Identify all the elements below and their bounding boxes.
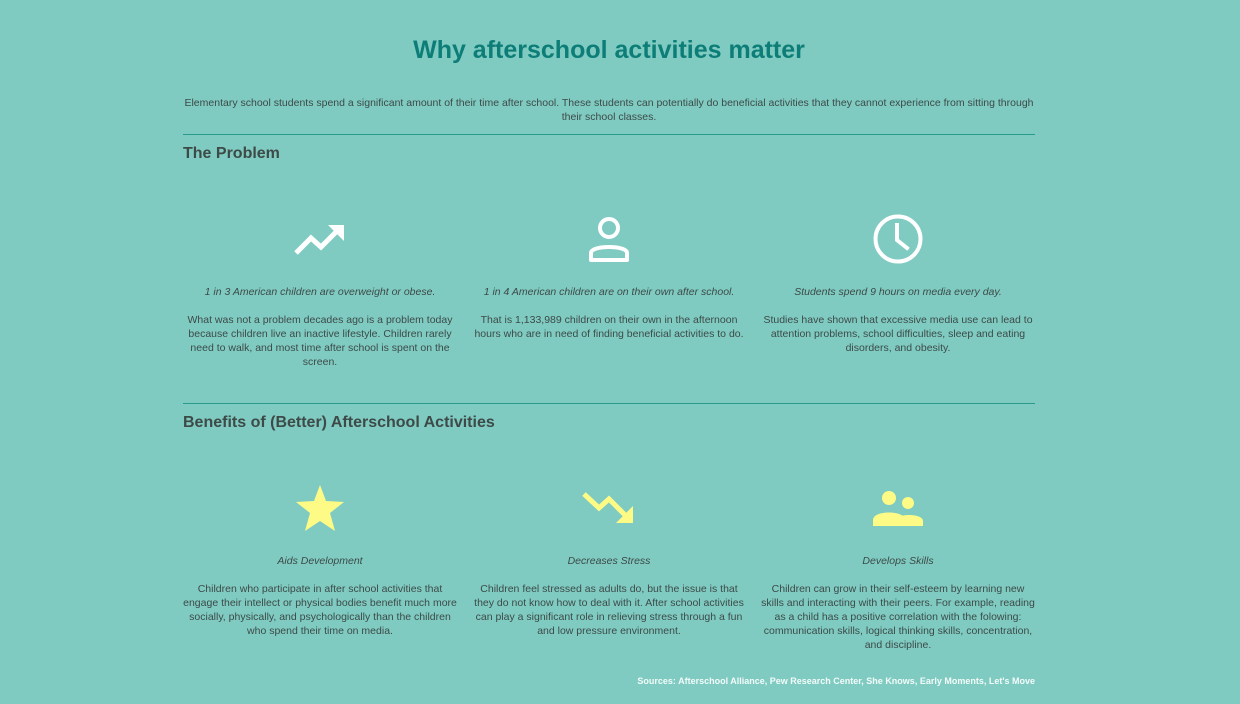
intro-text: Elementary school students spend a signi… [184,97,1034,123]
description-text: Children feel stressed as adults do, but… [474,583,744,637]
description-text: That is 1,133,989 children on their own … [474,314,744,340]
clock-icon [761,212,1035,266]
people-icon [761,481,1035,535]
description-text: Studies have shown that excessive media … [763,314,1033,354]
description-text: What was not a problem decades ago is a … [187,314,453,368]
sources-text: Sources: Afterschool Alliance, Pew Resea… [637,676,1035,686]
star-icon [183,481,457,535]
stat-text: Students spend 9 hours on media every da… [794,286,1002,298]
stat-text: Develops Skills [862,555,934,567]
description-text: Children can grow in their self-esteem b… [761,583,1035,651]
stat-text: 1 in 3 American children are overweight … [204,286,436,298]
stat-text: Aids Development [277,555,363,567]
description-text: Children who participate in after school… [183,583,457,637]
benefits-heading: Benefits of (Better) Afterschool Activit… [183,414,495,431]
trending-down-icon [472,481,746,535]
person-icon [472,212,746,266]
stat-text: 1 in 4 American children are on their ow… [483,286,735,298]
section-divider [183,403,1035,404]
section-divider [183,134,1035,135]
problem-heading: The Problem [183,145,280,162]
page-title: Why afterschool activities matter [413,36,805,64]
trending-up-icon [183,212,457,266]
stat-text: Decreases Stress [567,555,651,567]
